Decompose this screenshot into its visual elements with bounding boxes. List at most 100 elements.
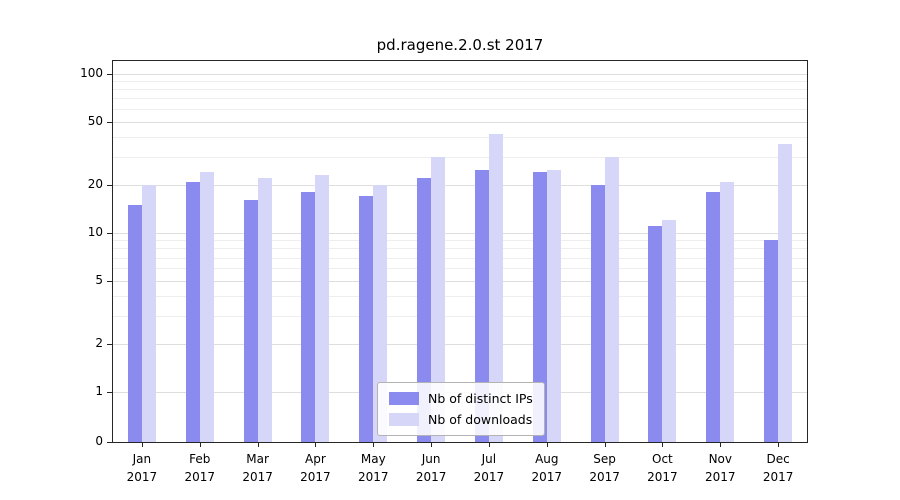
legend-label: Nb of distinct IPs xyxy=(428,391,533,406)
bar-distinct-ips xyxy=(764,240,779,442)
x-tick-mark xyxy=(257,443,259,447)
x-tick-label: Aug 2017 xyxy=(517,450,577,486)
gridline-minor xyxy=(113,248,807,250)
x-tick-label-line: Sep xyxy=(593,452,616,466)
y-tick-label: 10 xyxy=(87,224,103,239)
bar-downloads xyxy=(199,172,214,442)
gridline-minor xyxy=(113,137,807,138)
y-tick-mark xyxy=(107,392,112,393)
legend-swatch xyxy=(389,413,419,426)
x-tick-mark xyxy=(778,443,780,447)
gridline-major xyxy=(113,121,807,123)
x-tick-label-line: Nov xyxy=(708,452,732,466)
x-tick-mark xyxy=(662,443,664,447)
legend-item-downloads: Nb of downloads xyxy=(389,412,533,427)
x-tick-label-line: 2017 xyxy=(705,470,736,484)
bar-distinct-ips xyxy=(301,192,316,442)
bar-distinct-ips xyxy=(359,196,374,442)
y-tick-label: 2 xyxy=(95,336,103,351)
gridline-major xyxy=(113,232,807,234)
bar-downloads xyxy=(604,156,619,442)
x-tick-label: Apr 2017 xyxy=(285,450,345,486)
x-tick-mark xyxy=(315,443,317,447)
bars-layer xyxy=(113,61,807,442)
x-tick-mark xyxy=(431,443,433,447)
bar-downloads xyxy=(488,133,503,442)
x-tick-label-line: Jul xyxy=(481,452,497,466)
y-tick-mark xyxy=(107,280,112,282)
legend-label: Nb of downloads xyxy=(428,412,533,427)
x-tick-label: Jan 2017 xyxy=(112,450,172,486)
bar-downloads xyxy=(431,156,446,442)
x-tick-label: Dec 2017 xyxy=(748,450,808,486)
gridline-minor xyxy=(113,268,807,270)
bar-downloads xyxy=(141,184,156,442)
x-tick-label-line: 2017 xyxy=(647,470,678,484)
gridline-minor xyxy=(113,316,807,317)
legend-item-distinct-ips: Nb of distinct IPs xyxy=(389,391,533,406)
x-tick-label-line: 2017 xyxy=(589,470,620,484)
gridline-minor xyxy=(113,240,807,242)
x-tick-label-line: 2017 xyxy=(531,470,563,484)
x-tick-label: Oct 2017 xyxy=(632,450,692,486)
x-tick-label-line: Apr xyxy=(305,452,326,466)
legend: Nb of distinct IPs Nb of downloads xyxy=(377,382,545,436)
chart-title: pd.ragene.2.0.st 2017 xyxy=(376,36,544,54)
x-tick-label-line: 2017 xyxy=(184,470,216,484)
x-tick-label: Jul 2017 xyxy=(459,450,519,486)
x-tick-mark xyxy=(488,443,490,447)
gridline-major xyxy=(113,344,807,346)
x-tick-label: Nov 2017 xyxy=(690,450,750,486)
x-tick-label-line: Aug xyxy=(535,452,559,466)
x-tick-label-line: 2017 xyxy=(358,470,389,484)
gridline-major xyxy=(113,184,807,186)
x-tick-label-line: 2017 xyxy=(242,470,273,484)
x-tick-mark xyxy=(373,443,375,447)
gridline-major xyxy=(113,73,807,75)
y-tick-label: 100 xyxy=(80,65,103,80)
bar-downloads xyxy=(662,220,677,442)
bar-downloads xyxy=(778,144,793,442)
bar-downloads xyxy=(720,181,735,442)
y-tick-mark xyxy=(107,344,112,346)
x-tick-label: May 2017 xyxy=(343,450,403,486)
x-tick-label-line: May xyxy=(360,452,386,466)
x-tick-mark xyxy=(720,443,722,447)
bar-downloads xyxy=(315,175,330,442)
x-tick-mark xyxy=(604,443,606,447)
y-tick-mark xyxy=(107,121,112,123)
bar-downloads xyxy=(546,169,561,442)
gridline-minor xyxy=(113,89,807,90)
x-tick-label-line: Oct xyxy=(652,452,673,466)
x-tick-mark xyxy=(199,443,201,447)
gridline-minor xyxy=(113,108,807,110)
x-tick-label: Jun 2017 xyxy=(401,450,461,486)
x-tick-label-line: 2017 xyxy=(415,470,447,484)
y-tick-mark xyxy=(107,232,112,234)
bar-distinct-ips xyxy=(706,192,721,442)
x-tick-label-line: Dec xyxy=(766,452,790,466)
y-tick-label: 5 xyxy=(95,272,103,287)
gridline-minor xyxy=(113,156,807,158)
bar-downloads xyxy=(373,184,388,442)
plot-area: Nb of distinct IPs Nb of downloads xyxy=(112,60,808,443)
bar-distinct-ips xyxy=(590,184,605,442)
x-tick-label-line: Mar xyxy=(246,452,269,466)
bar-distinct-ips xyxy=(648,226,663,442)
gridline-minor xyxy=(113,296,807,298)
y-tick-mark xyxy=(107,184,112,186)
x-tick-label-line: Jan xyxy=(132,452,152,466)
x-tick-label: Feb 2017 xyxy=(170,450,230,486)
x-tick-mark xyxy=(141,443,143,447)
bar-downloads xyxy=(257,178,272,442)
gridline-major xyxy=(113,280,807,282)
bar-distinct-ips xyxy=(185,181,200,442)
y-tick-mark xyxy=(107,442,112,443)
y-tick-mark xyxy=(107,73,112,75)
x-tick-mark xyxy=(546,443,548,447)
y-tick-label: 20 xyxy=(87,176,103,191)
gridline-minor xyxy=(113,98,807,100)
gridline-minor xyxy=(113,80,807,82)
x-tick-label-line: 2017 xyxy=(300,470,331,484)
